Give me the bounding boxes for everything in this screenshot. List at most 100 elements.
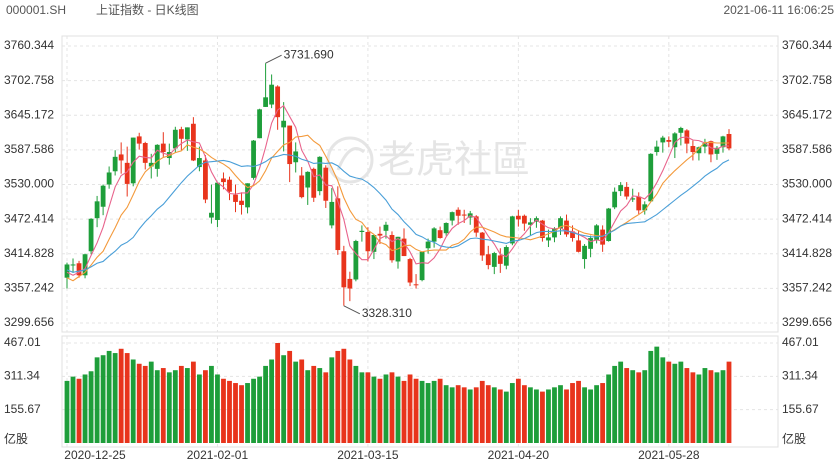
volume-bar bbox=[118, 348, 124, 443]
volume-bar bbox=[497, 389, 503, 443]
candle-body bbox=[245, 183, 250, 208]
candle-body bbox=[311, 168, 317, 198]
volume-bar bbox=[124, 353, 130, 443]
volume-bar bbox=[528, 387, 533, 443]
candle-body bbox=[221, 178, 226, 183]
volume-frame bbox=[61, 335, 779, 448]
candle-body bbox=[443, 222, 449, 234]
candle-body bbox=[251, 140, 256, 178]
volume-tick-label-right: 155.67 bbox=[782, 402, 819, 416]
candle-body bbox=[347, 278, 353, 289]
candle-body bbox=[618, 185, 624, 192]
volume-bar bbox=[130, 359, 136, 443]
candle-body bbox=[341, 251, 347, 288]
y-tick-label-right: 3702.758 bbox=[782, 73, 832, 87]
candle-body bbox=[479, 232, 485, 256]
candle-body bbox=[281, 120, 287, 128]
y-tick-label-right: 3472.414 bbox=[782, 211, 832, 225]
volume-tick-label-right: 311.34 bbox=[782, 369, 818, 383]
volume-bar bbox=[684, 368, 690, 443]
candle-body bbox=[227, 179, 232, 192]
volume-bar bbox=[552, 387, 557, 443]
candle-body bbox=[696, 147, 702, 154]
volume-bar bbox=[245, 383, 250, 443]
y-tick-label: 3760.344 bbox=[4, 38, 54, 52]
watermark-text: 老虎社區 bbox=[378, 138, 530, 182]
volume-bar bbox=[576, 380, 581, 443]
candle-body bbox=[413, 284, 419, 286]
y-tick-label: 3414.828 bbox=[4, 246, 54, 260]
volume-bar bbox=[251, 378, 256, 443]
candle-body bbox=[726, 133, 732, 149]
volume-bar bbox=[419, 380, 425, 443]
plot: 3299.656 3299.656 3357.242 3357.242 3414.828… bbox=[4, 36, 832, 462]
volume-bar bbox=[365, 372, 371, 443]
volume-tick-label-right: 467.01 bbox=[782, 335, 819, 349]
watermark: 老虎社區 bbox=[326, 136, 530, 184]
candle-body bbox=[112, 156, 118, 172]
candle-body bbox=[672, 133, 678, 148]
volume-bar bbox=[154, 370, 160, 443]
volume-bar bbox=[371, 376, 377, 443]
volume-bar bbox=[570, 383, 575, 443]
y-tick-label: 3357.242 bbox=[4, 281, 54, 295]
volume-bar bbox=[178, 365, 184, 443]
volume-bar bbox=[323, 372, 329, 443]
candle-body bbox=[233, 194, 238, 202]
candle-body bbox=[570, 231, 575, 239]
volume-bar bbox=[377, 378, 383, 443]
volume-bar bbox=[467, 389, 473, 443]
candle-body bbox=[449, 212, 455, 221]
candle-body bbox=[624, 186, 630, 197]
volume-bar bbox=[455, 385, 461, 443]
volume-bar bbox=[293, 361, 299, 443]
candle-body bbox=[64, 264, 70, 278]
candle-body bbox=[215, 182, 220, 220]
candle-body bbox=[407, 259, 413, 283]
volume-bar bbox=[672, 363, 678, 443]
volume-bar bbox=[708, 370, 714, 443]
candle-body bbox=[100, 185, 106, 207]
candle-body bbox=[582, 245, 587, 260]
volume-bar bbox=[209, 365, 214, 443]
candle-body bbox=[154, 144, 160, 169]
chart-name: 上证指数 - 日K线图 bbox=[96, 2, 199, 17]
min-label: 3328.310 bbox=[362, 306, 412, 320]
candle-body bbox=[335, 198, 341, 251]
volume-bar bbox=[594, 385, 599, 443]
candle-body bbox=[263, 97, 268, 107]
candle-body bbox=[612, 191, 618, 208]
y-tick-label-right: 3587.586 bbox=[782, 142, 832, 156]
candle-body bbox=[203, 160, 208, 200]
candle-body bbox=[269, 84, 275, 105]
volume-bar bbox=[395, 376, 401, 443]
candle-body bbox=[528, 222, 533, 225]
candle-body bbox=[461, 214, 467, 216]
y-tick-label-right: 3760.344 bbox=[782, 38, 832, 52]
volume-bar bbox=[299, 359, 305, 443]
volume-bar bbox=[329, 357, 335, 443]
volume-bar bbox=[335, 350, 341, 443]
volume-bar bbox=[221, 378, 226, 443]
candle-body bbox=[106, 172, 112, 185]
y-tick-label: 3299.656 bbox=[4, 315, 54, 329]
volume-bar bbox=[389, 372, 395, 443]
volume-bar bbox=[437, 378, 443, 443]
candle-body bbox=[491, 253, 497, 267]
volume-bar bbox=[142, 365, 148, 443]
candle-body bbox=[515, 215, 521, 220]
volume-bar bbox=[197, 374, 202, 443]
volume-bar bbox=[696, 374, 702, 443]
volume-bar bbox=[485, 385, 491, 443]
candle-body bbox=[257, 109, 262, 139]
candle-body bbox=[564, 220, 569, 235]
volume-bar bbox=[269, 359, 275, 443]
volume-bar bbox=[678, 361, 684, 443]
volume-bar bbox=[172, 370, 178, 443]
volume-bar bbox=[88, 371, 94, 443]
candle-body bbox=[509, 216, 515, 244]
volume-unit: 亿股 bbox=[4, 431, 28, 446]
candle-body bbox=[660, 137, 666, 143]
y-tick-label: 3472.414 bbox=[4, 211, 54, 225]
candle-body bbox=[576, 240, 581, 252]
